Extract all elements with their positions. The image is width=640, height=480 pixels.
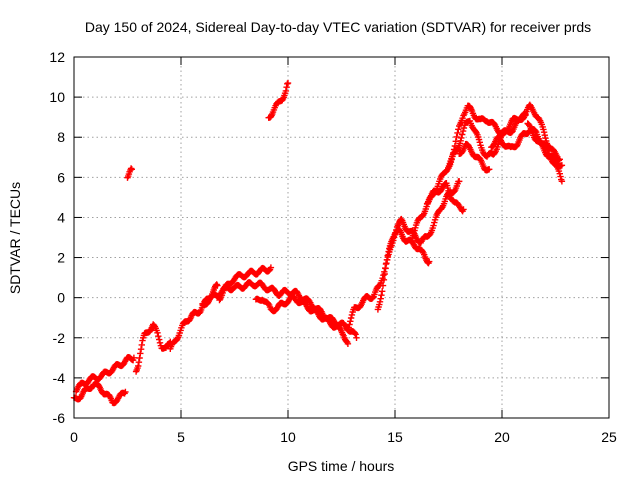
data-point: [380, 276, 388, 283]
data-point: [379, 282, 387, 289]
x-tick-label: 0: [70, 429, 78, 445]
data-point: [130, 354, 138, 361]
data-point: [383, 260, 390, 267]
data-point: [450, 149, 457, 157]
data-point: [347, 314, 355, 322]
data-point: [267, 264, 275, 271]
data-point: [156, 339, 164, 346]
data-point: [348, 311, 356, 319]
series-track-l: [445, 101, 563, 172]
data-point: [456, 178, 463, 185]
data-point: [381, 270, 388, 278]
data-point: [460, 206, 467, 213]
data-point: [454, 129, 461, 137]
data-point: [459, 127, 467, 135]
data-point: [382, 265, 389, 272]
x-tick-label: 25: [601, 429, 617, 445]
series-track-e: [199, 279, 360, 341]
series-track-a: [70, 380, 129, 407]
data-point: [154, 329, 161, 336]
data-point: [135, 359, 143, 366]
data-point: [449, 153, 456, 160]
data-point: [379, 288, 386, 295]
y-tick-label: -6: [53, 410, 66, 426]
data-point: [448, 156, 455, 163]
axis-ticks: 0 5 10 15 20 25 -6 -4 -2 0 2 4 6 8 10 12: [49, 49, 617, 445]
data-point: [174, 335, 181, 342]
y-tick-label: 0: [57, 290, 65, 306]
data-point: [352, 331, 359, 338]
x-tick-label: 10: [280, 429, 296, 445]
y-tick-label: 2: [57, 250, 65, 266]
y-tick-label: 10: [49, 89, 65, 105]
series-track-h: [344, 178, 463, 334]
series-track-m: [456, 140, 493, 174]
data-point: [265, 300, 272, 307]
data-point: [476, 139, 483, 146]
chart-title: Day 150 of 2024, Sidereal Day-to-day VTE…: [85, 19, 591, 35]
series-track-b: [72, 354, 138, 395]
data-point: [458, 134, 465, 142]
series-track-q: [124, 165, 135, 181]
data-point: [378, 292, 385, 299]
x-tick-label: 15: [387, 429, 403, 445]
data-point: [346, 321, 353, 328]
x-axis-label: GPS time / hours: [288, 458, 395, 474]
data-point: [459, 131, 466, 138]
data-point: [453, 133, 460, 141]
y-tick-label: -4: [53, 370, 66, 386]
series-track-g: [252, 293, 352, 347]
data-point: [351, 329, 358, 337]
data-point: [426, 258, 433, 265]
data-point: [345, 324, 352, 331]
data-point: [390, 234, 398, 241]
data-point: [353, 334, 360, 341]
data-point: [156, 336, 163, 343]
series-track-k: [423, 180, 467, 215]
y-axis-label: SDTVAR / TECUs: [7, 182, 23, 294]
series-track-c: [132, 321, 174, 375]
data-point: [452, 138, 459, 145]
data-point: [455, 126, 462, 133]
data-point: [369, 294, 376, 301]
y-tick-label: 6: [57, 169, 65, 185]
y-tick-label: 12: [49, 49, 65, 65]
data-point: [122, 388, 129, 396]
data-point: [347, 318, 354, 325]
data-point: [214, 282, 221, 289]
series-track-i: [374, 226, 433, 313]
data-point: [430, 222, 437, 229]
data-point: [137, 350, 144, 357]
data-point: [344, 340, 352, 347]
data-point: [486, 166, 493, 173]
plot-frame: [73, 56, 610, 419]
series-track-f: [216, 264, 275, 304]
data-point: [451, 142, 459, 150]
data-point: [558, 178, 566, 185]
y-tick-label: 4: [57, 209, 65, 225]
series-track-p: [265, 79, 292, 121]
y-tick-label: -2: [53, 330, 66, 346]
data-point: [450, 146, 458, 153]
data-point: [558, 162, 566, 169]
series-track-o: [524, 120, 566, 170]
data-point: [284, 79, 292, 87]
data-point: [128, 166, 135, 173]
y-tick-label: 8: [57, 129, 65, 145]
x-tick-label: 5: [177, 429, 185, 445]
x-tick-label: 20: [494, 429, 510, 445]
data-point: [390, 237, 397, 244]
data-marks: [70, 79, 566, 407]
data-point: [155, 333, 162, 340]
